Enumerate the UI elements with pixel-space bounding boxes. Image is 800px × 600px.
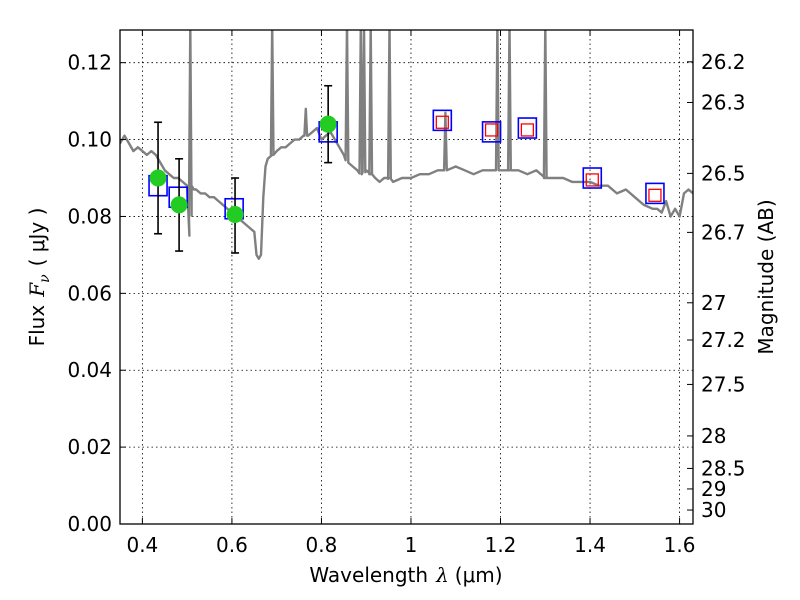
model-photometry-square xyxy=(645,182,665,205)
y-tick-label: 0.06 xyxy=(67,281,112,305)
red-square-marker xyxy=(484,123,499,137)
y2-tick-label: 26.5 xyxy=(701,161,746,185)
x-tick-label: 0.6 xyxy=(216,533,248,557)
y-tick-label: 0.02 xyxy=(67,435,112,459)
y2-tick-label: 27.2 xyxy=(701,328,746,352)
model-spectrum-line xyxy=(120,30,693,260)
y2-axis-label: Magnitude (AB) xyxy=(754,199,778,354)
plot-area xyxy=(120,30,693,260)
y2-tick-label: 27.5 xyxy=(701,372,746,396)
y2-tick-label: 26.3 xyxy=(701,90,746,114)
y-tick-label: 0.00 xyxy=(67,512,112,536)
observed-flux-point xyxy=(226,206,244,224)
x-tick-label: 1.4 xyxy=(574,533,606,557)
model-photometry-square xyxy=(582,167,603,189)
x-tick-label: 1.6 xyxy=(664,533,696,557)
y-tick-label: 0.12 xyxy=(67,51,112,75)
red-square-marker xyxy=(585,173,599,187)
y2-tick-label: 26.2 xyxy=(701,50,746,74)
y2-tick-label: 27 xyxy=(701,291,726,315)
y-tick-label: 0.04 xyxy=(67,358,112,382)
x-tick-label: 1 xyxy=(405,533,418,557)
observed-flux-point xyxy=(319,115,337,133)
x-tick-label: 0.4 xyxy=(126,533,158,557)
model-photometry-square xyxy=(517,117,538,139)
observed-flux-point xyxy=(170,196,188,214)
model-photometry-square xyxy=(481,121,502,143)
x-axis-label: Wavelength λ (μm) xyxy=(309,563,502,587)
model-photometry-square xyxy=(432,109,453,132)
axis-ticks: 0.4 0.6 0.8 1 1.2 1.4 1.6 0.00 0.02 0.04 0.06 0.08 0… xyxy=(67,30,746,557)
plot-frame xyxy=(119,29,694,525)
x-tick-label: 1.2 xyxy=(485,533,517,557)
y2-tick-label: 30 xyxy=(701,498,726,522)
y-axis-label: FluxFν( μJy ) xyxy=(25,208,53,347)
gridlines xyxy=(120,30,693,525)
y-tick-label: 0.08 xyxy=(67,204,112,228)
x-tick-label: 0.8 xyxy=(306,533,338,557)
observed-flux-point xyxy=(149,169,167,187)
y2-tick-label: 26.7 xyxy=(701,220,746,244)
y2-tick-label: 28 xyxy=(701,424,726,448)
y-tick-label: 0.10 xyxy=(67,128,112,152)
red-square-marker xyxy=(648,188,662,202)
red-square-marker xyxy=(435,115,449,129)
y2-tick-label: 29 xyxy=(701,477,726,501)
y2-tick-label: 28.5 xyxy=(701,456,746,480)
red-square-marker xyxy=(520,123,535,137)
